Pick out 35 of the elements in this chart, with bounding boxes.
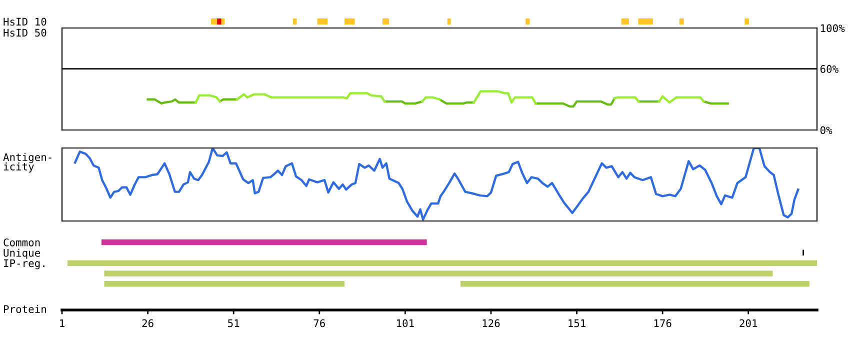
- x-tick-label: 1: [60, 319, 64, 327]
- y-tick-label: 100%: [821, 24, 845, 32]
- x-tick-label: 51: [228, 319, 240, 328]
- x-tick-label: 201: [740, 319, 758, 328]
- x-tick-label: 76: [314, 319, 325, 328]
- bar: [744, 18, 750, 25]
- bar: [526, 18, 530, 25]
- bar: [317, 18, 328, 25]
- bar: [382, 18, 390, 25]
- bar: [638, 18, 653, 25]
- x-tick-label: 126: [482, 319, 500, 328]
- bar: [104, 270, 773, 276]
- bar: [104, 281, 344, 287]
- x-tick-label: 151: [568, 319, 586, 328]
- x-axis-title: Protein: [4, 304, 46, 314]
- y-tick-label: HsID 50: [4, 28, 46, 37]
- bar: [344, 18, 355, 25]
- x-tick-label: 176: [654, 319, 672, 328]
- y-tick-label: IP-reg.: [4, 259, 44, 270]
- bar: [101, 239, 427, 246]
- bar: [460, 281, 810, 287]
- y-tick-label: Unique: [4, 248, 40, 259]
- x-tick-label: 101: [397, 319, 414, 328]
- bar: [679, 18, 684, 25]
- bar: [67, 260, 817, 266]
- bar: [292, 18, 297, 25]
- y-tick-label: HsID 10: [4, 18, 46, 26]
- y-tick-label: 60%: [820, 65, 838, 73]
- bar: [447, 18, 451, 25]
- y-tick-label: Common: [4, 238, 40, 246]
- bar: [621, 18, 629, 25]
- x-tick-label: 26: [142, 319, 154, 328]
- y-tick-label: 0%: [820, 126, 832, 134]
- y-axis-title: Antigen- icity: [3, 153, 52, 172]
- bar: [217, 18, 222, 25]
